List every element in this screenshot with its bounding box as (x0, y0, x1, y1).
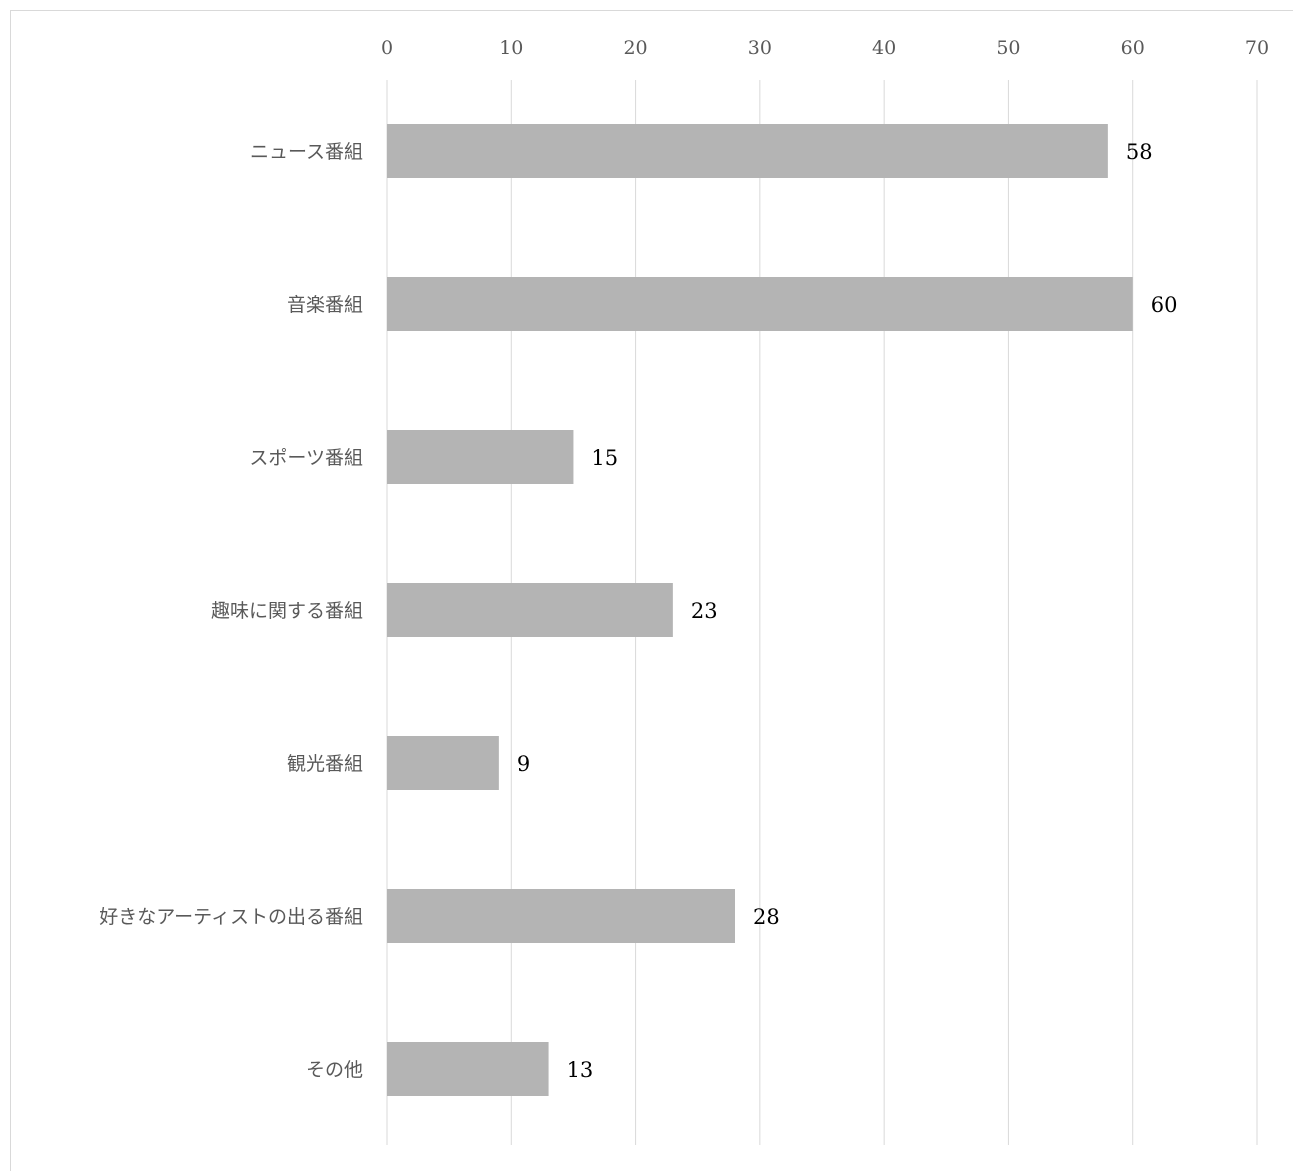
x-tick-label-40: 40 (872, 37, 896, 59)
category-label-6: その他 (306, 1059, 363, 1081)
x-tick-label-10: 10 (499, 37, 523, 59)
x-tick-label-30: 30 (748, 37, 772, 59)
data-label-1: 60 (1151, 293, 1178, 317)
data-label-2: 15 (591, 446, 618, 470)
data-label-3: 23 (691, 599, 718, 623)
category-label-2: スポーツ番組 (249, 447, 363, 469)
x-axis-ticks: 0 10 20 30 40 50 60 70 (381, 37, 1269, 59)
bar-4 (387, 736, 499, 790)
bars (387, 124, 1133, 1096)
category-label-1: 音楽番組 (287, 294, 363, 316)
x-tick-label-20: 20 (623, 37, 647, 59)
bar-5 (387, 889, 735, 943)
bar-2 (387, 430, 574, 484)
data-label-5: 28 (753, 905, 780, 929)
x-tick-label-0: 0 (381, 37, 393, 59)
category-label-4: 観光番組 (287, 753, 363, 775)
category-label-3: 趣味に関する番組 (211, 600, 363, 622)
bar-3 (387, 583, 673, 637)
category-label-5: 好きなアーティストの出る番組 (99, 906, 363, 928)
data-labels: 58 60 15 23 9 28 13 (517, 140, 1178, 1082)
bar-0 (387, 124, 1108, 178)
bar-6 (387, 1042, 549, 1096)
category-labels: ニュース番組音楽番組スポーツ番組趣味に関する番組観光番組好きなアーティストの出る… (99, 141, 363, 1081)
x-tick-label-60: 60 (1121, 37, 1145, 59)
data-label-0: 58 (1126, 140, 1153, 164)
chart-frame (10, 10, 1293, 1171)
x-tick-label-70: 70 (1245, 37, 1269, 59)
data-label-6: 13 (567, 1058, 594, 1082)
bar-1 (387, 277, 1133, 331)
category-label-0: ニュース番組 (250, 141, 363, 163)
x-tick-label-50: 50 (996, 37, 1020, 59)
data-label-4: 9 (517, 752, 530, 776)
